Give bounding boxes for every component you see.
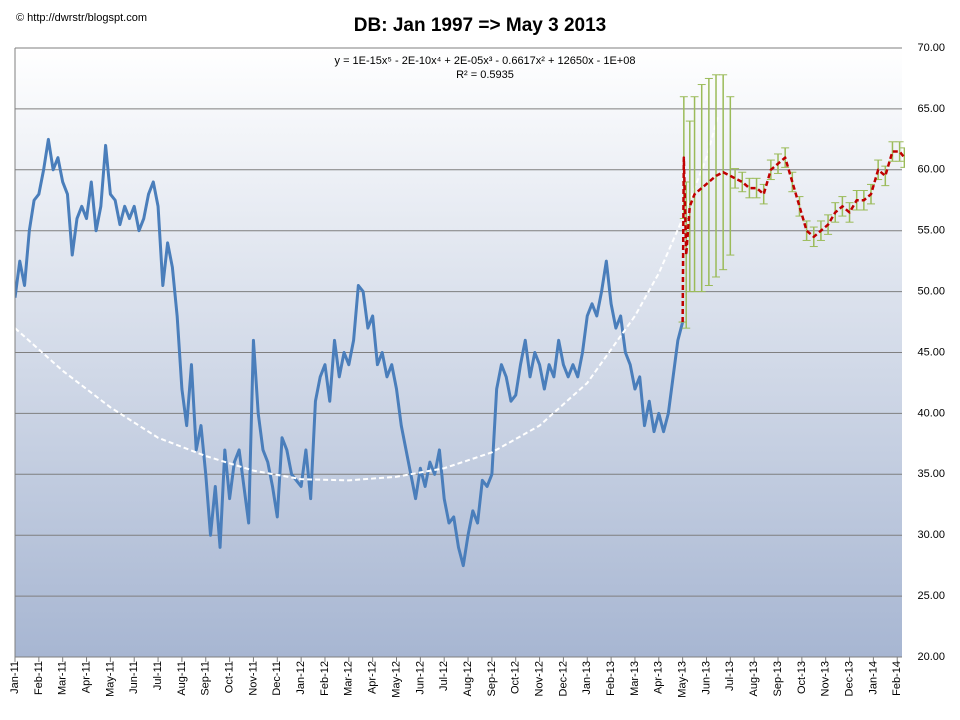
error-bar [738, 171, 747, 193]
x-tick-label: Nov-13 [820, 661, 832, 696]
x-tick-label: Apr-11 [80, 661, 92, 693]
x-tick-label: Jul-12 [438, 661, 450, 691]
x-tick-label: Aug-12 [462, 661, 474, 696]
x-tick-label: Feb-11 [33, 661, 45, 695]
x-tick-label: Jul-11 [152, 661, 164, 690]
error-bar [802, 220, 811, 241]
grid [15, 47, 902, 658]
y-tick-label: 25.00 [917, 590, 945, 602]
credit: © http://dwrstr/blogspt.com [16, 12, 147, 24]
x-tick-label: Oct-12 [510, 661, 522, 694]
x-tick-label: Jan-14 [867, 661, 879, 695]
x-tick-label: Apr-13 [653, 661, 665, 694]
series-line [15, 137, 685, 568]
x-tick-label: Sep-12 [486, 661, 498, 696]
x-tick-label: Mar-12 [343, 661, 355, 696]
y-tick-label: 50.00 [917, 286, 945, 298]
y-tick-label: 70.00 [917, 42, 945, 54]
x-tick-label: Jul-13 [724, 661, 736, 691]
x-tick-label: Mar-13 [629, 661, 641, 696]
error-bar [752, 177, 761, 199]
x-tick-label: Oct-13 [796, 661, 808, 694]
x-tick-label: Nov-12 [533, 661, 545, 696]
x-tick-label: Feb-12 [319, 661, 331, 696]
error-bar [888, 141, 897, 162]
error-bar [745, 177, 754, 199]
series-line [15, 114, 720, 482]
y-tick-label: 45.00 [917, 346, 945, 358]
y-tick-label: 20.00 [917, 651, 945, 663]
trend-r-squared: R² = 0.5935 [456, 69, 514, 81]
x-tick-label: Aug-13 [748, 661, 760, 696]
x-tick-label: Dec-11 [271, 661, 283, 696]
error-bar [895, 141, 904, 162]
x-tick-label: Dec-13 [843, 661, 855, 696]
error-bar [704, 77, 713, 287]
x-tick-label: Sep-13 [772, 661, 784, 696]
x-tick-label: May-11 [104, 661, 116, 697]
x-tick-label: Nov-11 [247, 661, 259, 696]
x-tick-label: Sep-11 [200, 661, 212, 696]
y-tick-label: 30.00 [917, 529, 945, 541]
series-line [681, 150, 905, 323]
x-tick-label: Jun-11 [128, 661, 140, 694]
x-tick-label: Dec-12 [557, 661, 569, 696]
y-tick-label: 60.00 [917, 164, 945, 176]
x-tick-label: Feb-13 [605, 661, 617, 696]
y-tick-label: 35.00 [917, 468, 945, 480]
x-tick-label: May-13 [677, 661, 689, 698]
x-tick-label: Apr-12 [367, 661, 379, 694]
trend-equation: y = 1E-15x⁵ - 2E-10x⁴ + 2E-05x³ - 0.6617… [335, 55, 636, 67]
x-tick-label: Mar-11 [57, 661, 69, 695]
y-tick-label: 55.00 [917, 225, 945, 237]
y-tick-label: 40.00 [917, 407, 945, 419]
plot [15, 74, 905, 568]
error-bar [697, 84, 706, 293]
x-tick-label: Jan-13 [581, 661, 593, 695]
error-bar [731, 168, 740, 189]
x-tick-label: Oct-11 [224, 661, 236, 693]
x-tick-label: Jun-13 [700, 661, 712, 695]
error-bar [900, 147, 905, 168]
x-tick-label: Jun-12 [414, 661, 426, 695]
x-tick-label: Jan-11 [9, 661, 21, 694]
x-tick-label: May-12 [390, 661, 402, 698]
axes: 20.00 25.00 30.00 35.00 40.00 45.00 50.00 55.00… [9, 42, 945, 698]
y-tick-label: 65.00 [917, 103, 945, 115]
chart-title: DB: Jan 1997 => May 3 2013 [354, 15, 606, 36]
x-tick-label: Aug-11 [176, 661, 188, 696]
x-tick-label: Feb-14 [891, 661, 903, 696]
x-tick-label: Jan-12 [295, 661, 307, 695]
